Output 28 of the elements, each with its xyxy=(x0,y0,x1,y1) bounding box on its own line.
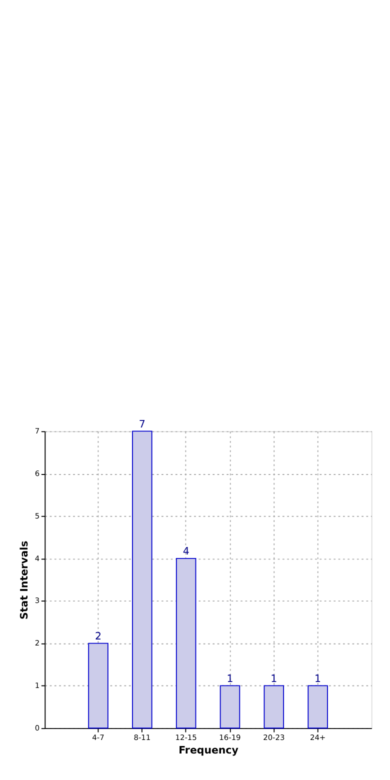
data-label: 4 xyxy=(182,546,190,558)
y-tick-label: 1 xyxy=(34,681,40,690)
y-tick-label: 4 xyxy=(34,554,40,563)
data-label: 1 xyxy=(314,674,322,685)
y-axis-title: Stat Intervals xyxy=(19,540,30,620)
data-label: 1 xyxy=(226,674,234,685)
x-tick-label: 16-19 xyxy=(219,732,242,742)
data-label: 7 xyxy=(138,419,146,430)
y-tick-label: 2 xyxy=(34,638,40,648)
y-tick-label: 0 xyxy=(34,723,40,732)
x-axis-title: Frequency xyxy=(178,746,239,757)
x-tick-label: 12-15 xyxy=(175,732,198,742)
x-tick-label: 4-7 xyxy=(92,732,105,742)
x-tick-label: 20-23 xyxy=(263,732,285,742)
y-tick-label: 5 xyxy=(34,511,40,520)
y-tick-label: 7 xyxy=(34,426,40,436)
bar xyxy=(88,642,108,729)
x-tick-label: 8-11 xyxy=(134,732,151,742)
bar xyxy=(264,685,284,729)
x-tick-label: 24+ xyxy=(310,732,326,742)
data-label: 2 xyxy=(94,632,102,643)
bar xyxy=(220,685,240,729)
bar xyxy=(176,558,196,729)
bar xyxy=(308,685,328,729)
y-tick-label: 3 xyxy=(34,596,40,606)
data-label: 1 xyxy=(270,674,278,685)
y-tick-label: 6 xyxy=(34,468,40,478)
bar xyxy=(132,430,152,729)
